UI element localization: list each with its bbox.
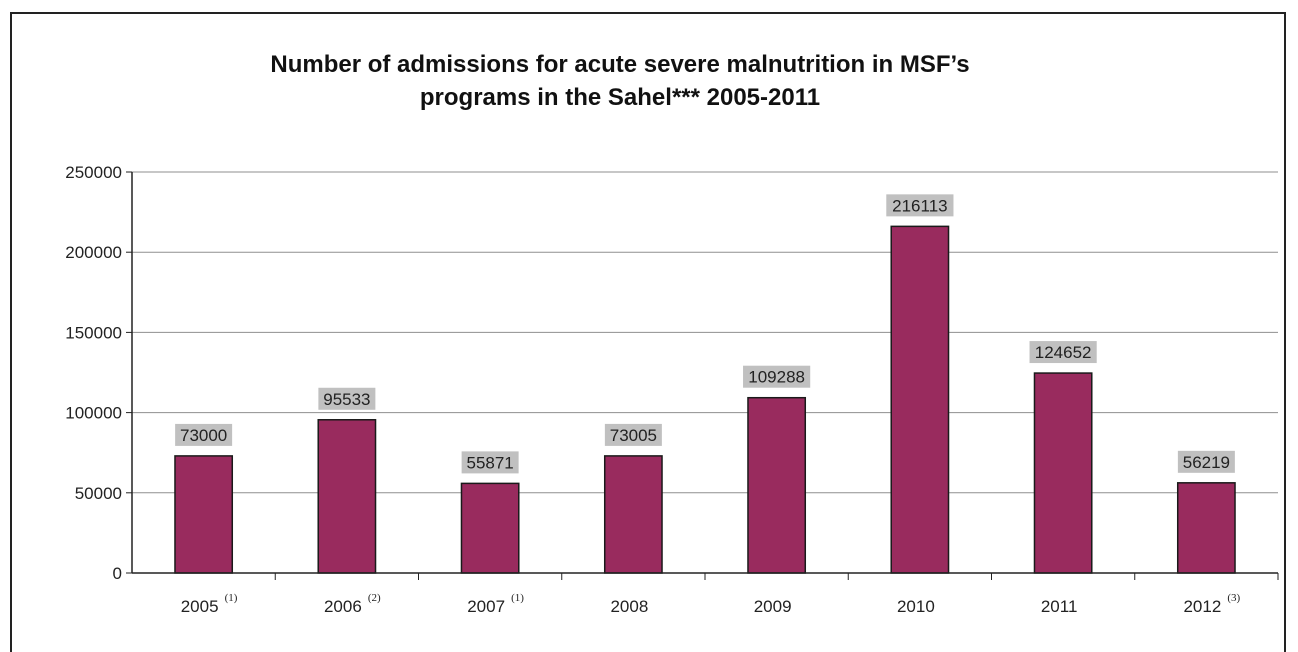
y-tick-label: 0: [113, 564, 122, 583]
bar: [460, 482, 520, 574]
bar: [317, 419, 377, 574]
y-tick-label: 50000: [75, 484, 122, 503]
y-tick-label: 150000: [65, 323, 122, 342]
chart-title: Number of admissions for acute severe ma…: [0, 48, 1240, 114]
bar: [174, 455, 234, 574]
y-tick-label: 100000: [65, 404, 122, 423]
x-tick-label: 2011: [1041, 597, 1078, 616]
data-label-bg: [1029, 341, 1097, 364]
x-tick-label: 2009: [754, 597, 792, 616]
x-tick-label: 2007: [467, 597, 505, 616]
data-label: 73000: [180, 426, 227, 445]
bar: [747, 396, 807, 574]
x-tick-label: 2008: [610, 597, 648, 616]
data-label: 55871: [466, 453, 513, 472]
data-label: 73005: [610, 426, 657, 445]
data-label: 56219: [1183, 453, 1230, 472]
y-tick-label: 200000: [65, 243, 122, 262]
bar: [890, 225, 950, 574]
data-labels: 73000 95533 55871 73005 109288 216113 124652 56…: [175, 194, 1235, 474]
data-label-bg: [461, 451, 519, 474]
data-label-bg: [175, 423, 233, 446]
data-label: 216113: [892, 196, 947, 215]
x-tick-label: 2006: [324, 597, 362, 616]
data-label-bg: [886, 194, 954, 217]
data-label: 95533: [323, 390, 370, 409]
gridlines: [132, 171, 1278, 494]
bar: [1033, 372, 1093, 574]
chart-title-line-1: Number of admissions for acute severe ma…: [270, 51, 970, 78]
x-tick-note: (1): [511, 592, 524, 604]
bar: [1176, 482, 1236, 574]
x-tick-note: (3): [1227, 592, 1240, 604]
bars: [174, 225, 1236, 574]
data-label: 109288: [748, 368, 805, 387]
x-tick-label: 2010: [897, 597, 935, 616]
y-tick-label: 250000: [65, 163, 122, 182]
data-label-bg: [318, 387, 376, 410]
data-label-bg: [604, 423, 662, 446]
axes: 0 50000 100000 150000 200000 250000 2005 (1) 200…: [65, 163, 1279, 616]
bar: [603, 455, 663, 574]
data-label-bg: [1177, 450, 1235, 473]
x-tick-label: 2005: [181, 597, 219, 616]
x-tick-label: 2012: [1183, 597, 1221, 616]
x-tick-note: (1): [225, 592, 238, 604]
chart-frame: [10, 12, 1286, 652]
data-label-bg: [743, 365, 811, 388]
chart-title-line-2: programs in the Sahel*** 2005-2011: [419, 84, 821, 111]
data-label: 124652: [1035, 343, 1092, 362]
x-tick-note: (2): [368, 592, 381, 604]
